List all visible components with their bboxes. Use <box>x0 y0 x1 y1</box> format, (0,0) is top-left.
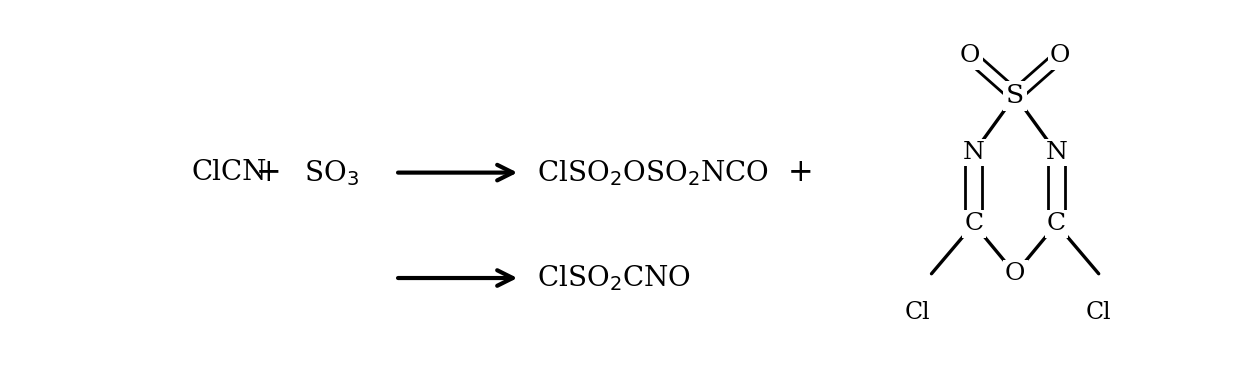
Text: N: N <box>1045 141 1068 164</box>
Text: ClCN: ClCN <box>191 159 267 186</box>
Text: O: O <box>960 44 980 67</box>
Text: ClSO$_2$CNO: ClSO$_2$CNO <box>537 263 692 293</box>
Text: +: + <box>787 157 813 188</box>
Text: C: C <box>1047 212 1066 235</box>
Text: Cl: Cl <box>1086 301 1111 324</box>
Text: Cl: Cl <box>904 301 930 324</box>
Text: +: + <box>255 157 281 188</box>
Text: ClSO$_2$OSO$_2$NCO: ClSO$_2$OSO$_2$NCO <box>537 158 769 188</box>
Text: O: O <box>1004 262 1025 285</box>
Text: C: C <box>965 212 983 235</box>
Text: S: S <box>1006 83 1024 108</box>
Text: N: N <box>962 141 985 164</box>
Text: O: O <box>1050 44 1070 67</box>
Text: SO$_3$: SO$_3$ <box>304 158 358 188</box>
